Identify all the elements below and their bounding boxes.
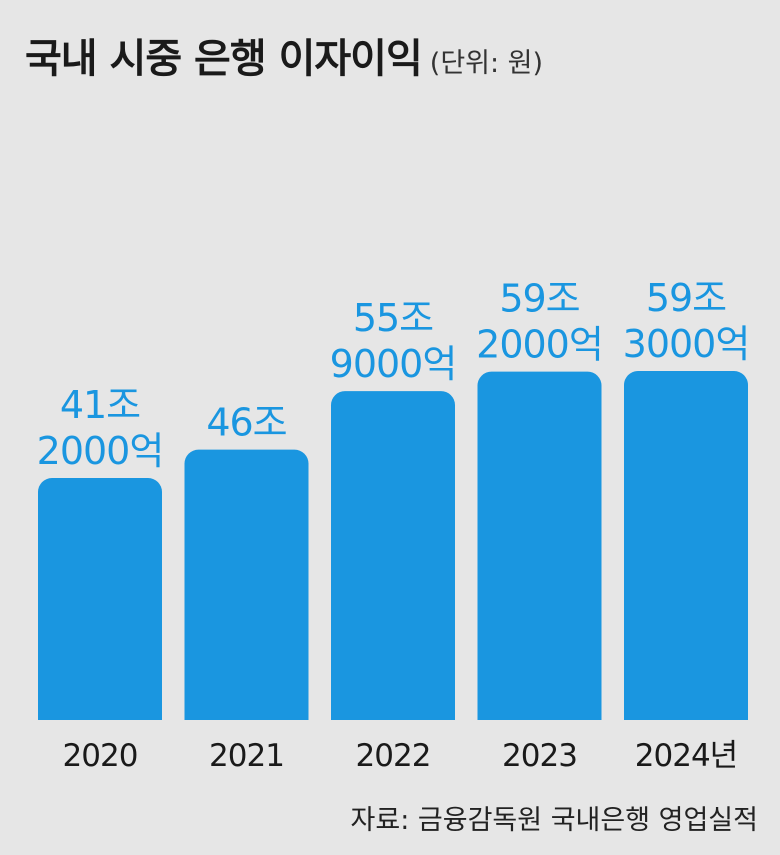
bar-2022 [331, 391, 455, 720]
bar-2024년 [624, 371, 748, 720]
chart-title-block: 국내 시중 은행 이자이익 (단위: 원) [25, 26, 543, 84]
data-label-2020-1: 2000억 [37, 429, 164, 473]
bar-base-2023 [477, 704, 602, 720]
bar-base-2020 [38, 704, 162, 720]
data-label-2023-0: 59조 [499, 277, 579, 321]
data-label-2020-0: 41조 [60, 383, 140, 427]
data-label-2022-0: 55조 [353, 296, 433, 340]
bar-base-2024년 [624, 704, 748, 720]
bar-2021 [184, 449, 309, 720]
x-tick-label-2020: 2020 [63, 738, 138, 774]
bar-2023 [477, 371, 602, 720]
source-note: 자료: 금융감독원 국내은행 영업실적 [350, 805, 758, 836]
x-tick-label-2022: 2022 [356, 738, 431, 774]
unit-label: (단위: 원) [429, 48, 544, 79]
data-label-2024년-1: 3000억 [623, 322, 750, 366]
data-label-2024년-0: 59조 [646, 276, 726, 320]
chart-title: 국내 시중 은행 이자이익 [25, 36, 423, 82]
bar-2020 [38, 478, 162, 720]
bar-base-2021 [184, 704, 309, 720]
x-tick-label-2023: 2023 [502, 738, 577, 774]
data-label-2021-0: 46조 [206, 401, 286, 445]
x-tick-label-2021: 2021 [209, 738, 284, 774]
data-label-2023-1: 2000억 [476, 323, 603, 367]
data-label-2022-1: 9000억 [330, 342, 457, 386]
x-tick-label-2024년: 2024년 [635, 738, 737, 774]
bar-base-2022 [331, 704, 455, 720]
